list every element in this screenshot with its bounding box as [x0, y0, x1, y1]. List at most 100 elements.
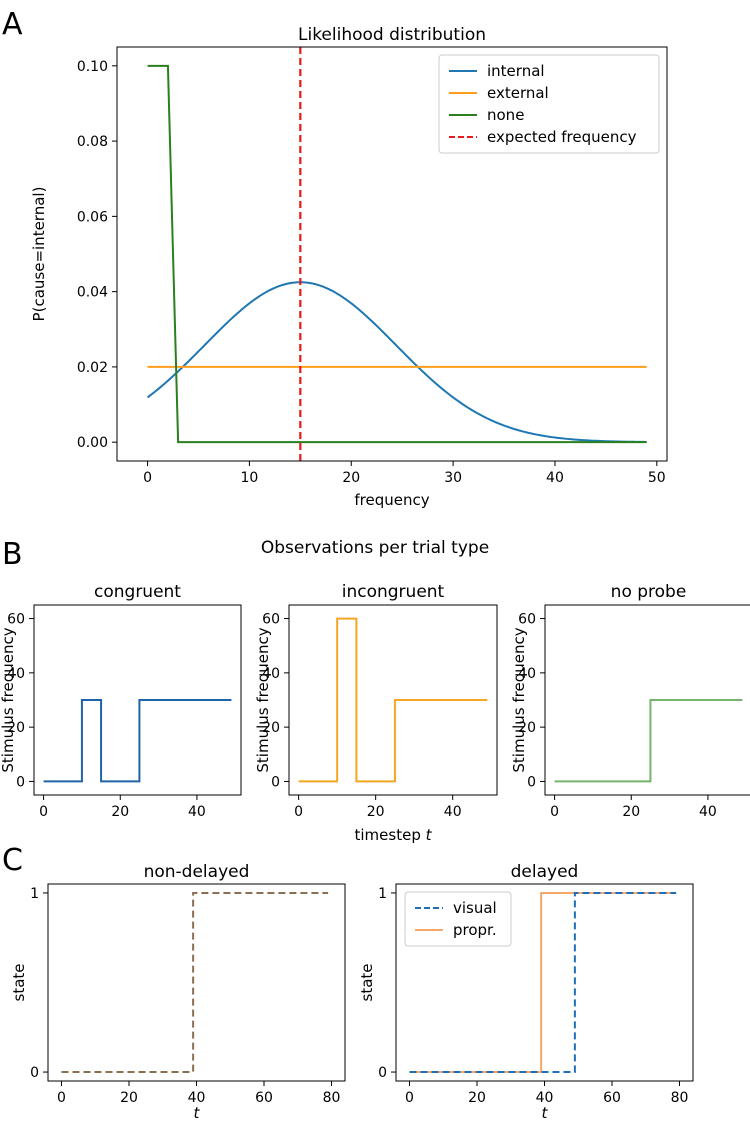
x-tick-label: 30 [444, 470, 462, 486]
legend-label: visual [453, 899, 497, 917]
x-tick-label: 40 [546, 470, 564, 486]
y-tick-label: 1 [30, 886, 39, 902]
legend-box [404, 891, 512, 947]
y-tick-label: 0 [527, 774, 536, 790]
x-tick-label: 80 [671, 1090, 689, 1106]
legend-label: none [487, 106, 524, 124]
plot-frame [116, 46, 668, 462]
chart-b3: 0 20 40 0 20 40 60 no probe Stimulus frequency [510, 582, 750, 820]
y-tick-label: 60 [518, 612, 536, 628]
series-no-probe [554, 699, 743, 783]
plot-frame [33, 604, 242, 796]
series-visual [409, 891, 677, 1074]
x-tick-label: 0 [57, 1090, 66, 1106]
x-axis-label: t [194, 1104, 201, 1122]
y-tick-label: 0.02 [77, 360, 108, 376]
x-tick-label: 10 [240, 470, 258, 486]
y-tick-label: 1 [378, 886, 387, 902]
chart-title: delayed [511, 862, 579, 882]
x-axis-label: t [542, 1104, 549, 1122]
legend-box [438, 54, 660, 154]
series-internal [146, 281, 647, 443]
chart-title: Likelihood distribution [298, 25, 486, 45]
series-incongruent [298, 617, 488, 783]
y-axis-label: state [358, 964, 376, 1002]
series-group [554, 699, 743, 783]
y-tick-label: 0 [30, 1065, 39, 1081]
x-tick-label: 40 [536, 1090, 554, 1106]
y-tick-label: 20 [262, 720, 280, 736]
series-group [409, 891, 677, 1074]
x-tick-label: 20 [342, 470, 360, 486]
panel-letter-a: A [2, 7, 23, 42]
y-tick-label: 60 [7, 612, 25, 628]
y-tick-label: 40 [518, 666, 536, 682]
x-tick-label: 0 [294, 804, 303, 820]
series-non-delayed [61, 891, 329, 1074]
y-tick-label: 0.04 [77, 285, 108, 301]
x-tick-label: 20 [367, 804, 385, 820]
x-tick-label: 0 [405, 1090, 414, 1106]
y-axis-label: Stimulus frequency [510, 627, 528, 772]
chart-c1: 0 20 40 60 80 0 1 non-delayed state t [10, 862, 346, 1122]
y-axis-label: state [10, 964, 28, 1002]
series-none [147, 64, 647, 444]
x-tick-label: 40 [444, 804, 462, 820]
series-group [298, 617, 488, 783]
x-tick-label: 40 [699, 804, 717, 820]
legend: visual propr. [404, 891, 512, 947]
series-congruent [43, 699, 232, 783]
x-tick-label: 20 [622, 804, 640, 820]
panel-b-title: Observations per trial type [261, 538, 489, 558]
x-tick-label: 0 [39, 804, 48, 820]
charts-layer: 0 10 20 30 40 500.000.020.040.060.080.10Likel… [0, 25, 750, 1122]
y-tick-label: 20 [518, 720, 536, 736]
y-tick-label: 0 [16, 774, 25, 790]
y-axis-label: Stimulus frequency [254, 627, 272, 772]
y-tick-label: 0.08 [77, 134, 108, 150]
chart-title: non-delayed [144, 862, 250, 882]
chart-a: 0 10 20 30 40 50 0.00 0.02 0.04 0.06 0.08 0.10 Likel… [30, 25, 668, 509]
x-tick-label: 20 [120, 1090, 138, 1106]
legend-label: propr. [453, 921, 497, 939]
x-tick-label: 20 [468, 1090, 486, 1106]
legend-label: external [487, 84, 549, 102]
legend-label: internal [487, 62, 545, 80]
x-axis-label: frequency [354, 491, 429, 509]
y-tick-label: 0 [378, 1065, 387, 1081]
x-tick-label: 60 [603, 1090, 621, 1106]
y-tick-label: 0.00 [77, 435, 108, 451]
x-tick-label: 20 [111, 804, 129, 820]
chart-b1: 0 20 40 0 20 40 60 congruent Stimulus frequency [0, 582, 242, 820]
plot-frame [544, 604, 750, 796]
y-tick-label: 0.06 [77, 209, 108, 225]
x-tick-label: 50 [648, 470, 666, 486]
y-axis-label: P(cause=internal) [30, 187, 48, 322]
y-tick-label: 40 [262, 666, 280, 682]
chart-title: congruent [94, 582, 181, 602]
legend: internal external none expected frequency [438, 54, 660, 154]
plot-frame [288, 604, 498, 796]
legend-label: expected frequency [487, 128, 637, 146]
series-group [146, 47, 647, 461]
x-tick-label: 40 [188, 1090, 206, 1106]
chart-b2: 0 20 40 0 20 40 60 incongruent Stimulus frequenc… [254, 582, 498, 844]
series-group [43, 699, 232, 783]
chart-c2: 0 20 40 60 80 0 1 delayed state t visual propr. [358, 862, 694, 1122]
y-tick-label: 40 [7, 666, 25, 682]
y-tick-label: 60 [262, 612, 280, 628]
x-tick-label: 40 [188, 804, 206, 820]
series-group [61, 891, 329, 1074]
x-tick-label: 80 [323, 1090, 341, 1106]
chart-title: no probe [611, 582, 687, 602]
chart-title: incongruent [342, 582, 445, 602]
x-tick-label: 0 [550, 804, 559, 820]
x-tick-label: 60 [255, 1090, 273, 1106]
y-tick-label: 0.10 [77, 59, 108, 75]
y-tick-label: 20 [7, 720, 25, 736]
y-axis-label: Stimulus frequency [0, 627, 17, 772]
x-axis-label: timestep t [355, 826, 433, 844]
panel-letter-b: B [2, 537, 23, 572]
x-tick-label: 0 [143, 470, 152, 486]
